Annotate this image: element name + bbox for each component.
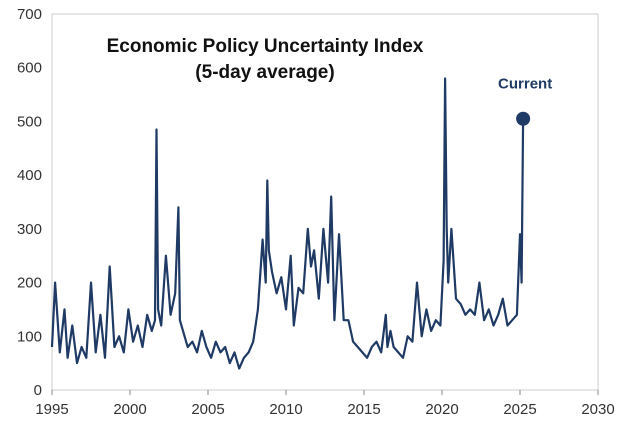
series-group <box>50 77 525 370</box>
x-tick-label: 2015 <box>347 401 380 418</box>
y-tick-label: 400 <box>17 167 42 184</box>
y-tick-group: 0 100 200 300 400 500 600 700 <box>17 6 42 399</box>
y-tick-label: 300 <box>17 221 42 238</box>
y-tick-label: 600 <box>17 60 42 77</box>
chart-title: Economic Policy Uncertainty Index <box>107 36 424 57</box>
current-annotation-label: Current <box>498 76 552 93</box>
marker-group <box>516 111 531 126</box>
x-tick-group: 1995 2000 2005 2010 2015 2020 2025 2030 <box>35 390 615 418</box>
y-tick-label: 500 <box>17 113 42 130</box>
x-tick-label: 1995 <box>35 401 68 418</box>
plot-frame <box>51 13 599 391</box>
x-tick-label: 2010 <box>269 401 302 418</box>
series-line <box>50 77 525 370</box>
y-tick-label: 0 <box>34 382 42 399</box>
x-tick-label: 2030 <box>581 401 614 418</box>
x-tick-label: 2020 <box>425 401 458 418</box>
chart-subtitle: (5-day average) <box>195 62 334 83</box>
current-marker <box>516 111 531 126</box>
x-tick-label: 2005 <box>191 401 224 418</box>
y-tick-label: 100 <box>17 328 42 345</box>
x-tick-label: 2000 <box>113 401 146 418</box>
x-tick-label: 2025 <box>503 401 536 418</box>
y-tick-label: 700 <box>17 6 42 23</box>
y-tick-label: 200 <box>17 275 42 292</box>
plot-border <box>51 13 599 391</box>
